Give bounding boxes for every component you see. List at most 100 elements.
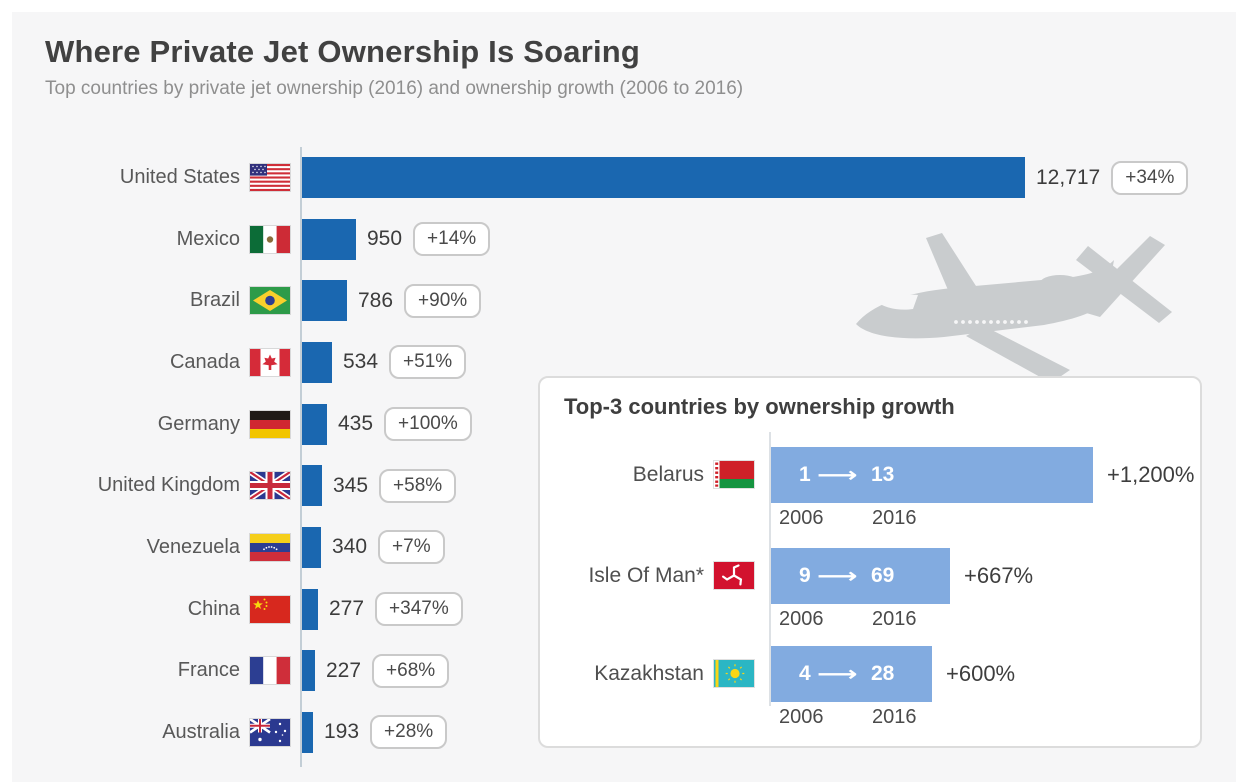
flag-mexico-icon <box>250 225 290 253</box>
ownership-value: 534 <box>343 350 379 374</box>
flag-china-icon <box>250 595 290 623</box>
page-subtitle: Top countries by private jet ownership (… <box>45 78 744 99</box>
ownership-bar <box>302 403 327 445</box>
flag-canada-icon <box>250 348 290 376</box>
row-label-area: Germany <box>0 410 290 438</box>
flag-united-kingdom-icon <box>250 472 290 500</box>
ownership-value: 12,717 <box>1036 165 1101 189</box>
growth-badge: +100% <box>384 407 472 442</box>
ownership-value: 193 <box>324 720 360 744</box>
bar-row-united-kingdom: United Kingdom 345 +58% <box>0 465 1236 507</box>
value-2006: 4 <box>799 662 811 685</box>
flag-united-states-icon <box>250 164 290 191</box>
main-axis-line <box>300 147 302 767</box>
ownership-bar <box>302 588 318 630</box>
bar-row-france: France 227 +68% <box>0 650 1236 692</box>
flag-australia-icon <box>250 718 290 746</box>
country-label: United States <box>119 166 240 188</box>
flag-kazakhstan-icon <box>714 660 754 687</box>
bar-row-venezuela: Venezuela 340 +7% <box>0 526 1236 568</box>
ownership-bar <box>302 341 332 383</box>
year-from-label: 2006 <box>779 608 824 630</box>
growth-badge: +58% <box>379 468 457 503</box>
main-bar-chart: United States 12,717 +34% Mexico 950 +14% Braz… <box>0 145 1236 770</box>
growth-inset-panel: Top-3 countries by ownership growth Bela… <box>538 376 1202 748</box>
row-label-area: United States <box>0 164 290 191</box>
value-2016: 28 <box>871 662 895 685</box>
country-label: China <box>187 597 240 620</box>
bar-row-germany: Germany 435 +100% <box>0 403 1236 445</box>
flag-brazil-icon <box>250 287 290 315</box>
arrow-right-icon: ⟶ <box>817 463 858 487</box>
flag-germany-icon <box>250 410 290 438</box>
country-label: Australia <box>162 720 240 743</box>
bar-row-mexico: Mexico 950 +14% <box>0 218 1236 260</box>
ownership-value: 786 <box>358 288 394 312</box>
growth-badge: +347% <box>375 592 463 627</box>
ownership-bar <box>302 280 347 322</box>
flag-france-icon <box>250 657 290 685</box>
airplane-icon <box>856 233 1172 383</box>
ownership-bar <box>302 157 1025 198</box>
growth-badge: +90% <box>404 283 482 318</box>
arrow-right-icon: ⟶ <box>817 564 858 588</box>
value-2006: 1 <box>799 463 811 486</box>
page-title: Where Private Jet Ownership Is Soaring <box>45 34 641 69</box>
ownership-value: 435 <box>338 412 374 436</box>
value-2006: 9 <box>799 564 811 587</box>
country-label: Brazil <box>189 289 240 312</box>
bar-row-canada: Canada 534 +51% <box>0 341 1236 383</box>
growth-badge: +51% <box>389 345 467 380</box>
row-label-area: Mexico <box>0 225 290 253</box>
flag-venezuela-icon <box>250 533 290 561</box>
inset-row-label-area: Isle Of Man* <box>540 562 754 589</box>
growth-badge: +14% <box>413 222 491 257</box>
ownership-value: 277 <box>329 597 365 621</box>
growth-badge: +28% <box>370 715 448 750</box>
top-margin <box>0 0 1236 12</box>
growth-badge: +7% <box>378 530 445 565</box>
year-to-label: 2016 <box>872 608 917 630</box>
row-label-area: United Kingdom <box>0 472 290 500</box>
arrow-right-icon: ⟶ <box>817 662 858 686</box>
ownership-bar <box>302 711 313 753</box>
growth-badge: +34% <box>1111 160 1189 195</box>
country-label: Venezuela <box>146 535 240 558</box>
flag-belarus-icon <box>714 461 754 488</box>
row-label-area: Canada <box>0 348 290 376</box>
inset-growth-label: +1,200% <box>1107 462 1195 487</box>
ownership-bar <box>302 650 315 692</box>
value-2016: 69 <box>871 564 895 587</box>
inset-title: Top-3 countries by ownership growth <box>564 394 955 419</box>
growth-bar: 1 ⟶ 13 <box>771 447 1093 503</box>
row-label-area: Brazil <box>0 287 290 315</box>
left-margin <box>0 0 12 782</box>
bar-row-china: China 277 +347% <box>0 588 1236 630</box>
row-label-area: Venezuela <box>0 533 290 561</box>
year-to-label: 2016 <box>872 507 917 529</box>
flag-isle-of-man-icon <box>714 562 754 589</box>
ownership-value: 227 <box>326 658 362 682</box>
inset-country-label: Kazakhstan <box>594 661 704 685</box>
growth-bar: 4 ⟶ 28 <box>771 646 932 702</box>
inset-country-label: Belarus <box>632 462 704 486</box>
row-label-area: France <box>0 657 290 685</box>
inset-growth-label: +667% <box>964 563 1034 588</box>
ownership-value: 340 <box>332 535 368 559</box>
inset-axis-line <box>769 432 771 706</box>
country-label: Germany <box>157 412 240 435</box>
country-label: United Kingdom <box>97 474 240 497</box>
value-2016: 13 <box>871 463 895 486</box>
bar-row-united-states: United States 12,717 +34% <box>0 157 1236 198</box>
inset-country-label: Isle Of Man* <box>588 563 704 587</box>
bar-row-australia: Australia 193 +28% <box>0 711 1236 753</box>
inset-growth-label: +600% <box>946 661 1016 686</box>
year-from-label: 2006 <box>779 507 824 529</box>
ownership-value: 345 <box>333 473 369 497</box>
inset-row-label-area: Belarus <box>540 461 754 488</box>
row-label-area: China <box>0 595 290 623</box>
ownership-bar <box>302 526 321 568</box>
row-label-area: Australia <box>0 718 290 746</box>
country-label: France <box>177 659 240 682</box>
ownership-bar <box>302 465 322 507</box>
